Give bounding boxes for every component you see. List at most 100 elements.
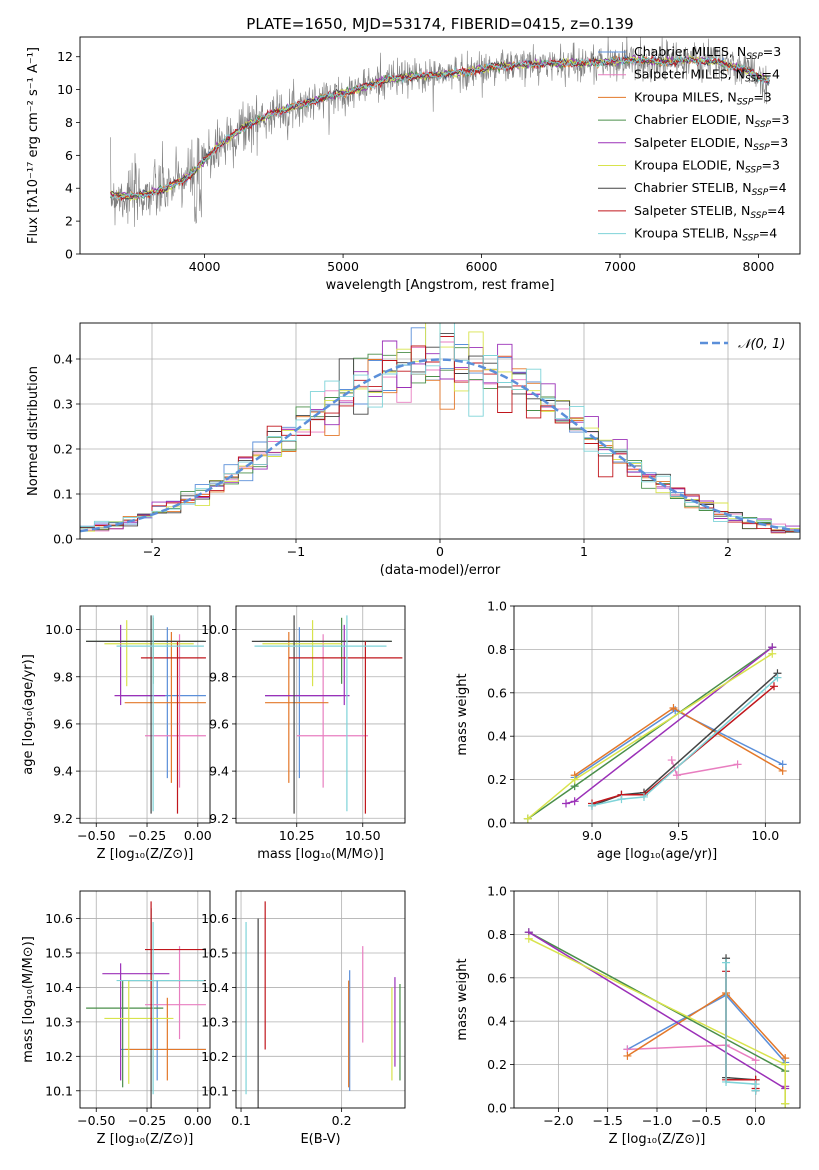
y-tick-label: 8 bbox=[65, 115, 73, 130]
x-tick-label: −0.50 bbox=[77, 1113, 115, 1128]
plot-area bbox=[236, 891, 405, 1108]
plot-area bbox=[236, 606, 405, 823]
plot-area bbox=[80, 323, 800, 539]
weight-marker bbox=[669, 703, 678, 712]
legend-entry: Kroupa STELIB, NSSP=4 bbox=[634, 226, 777, 244]
axes-weight-vs-Z: −2.0 −1.5 −1.0 −0.5 0.0 0.0 0.2 0.4 0.6 0.8 1.0 Z [… bbox=[455, 884, 801, 1147]
legend-subscript: SSP bbox=[745, 75, 762, 85]
weight-marker bbox=[778, 766, 787, 775]
y-tick-label: 10.6 bbox=[201, 911, 229, 926]
legend-count: =4 bbox=[762, 67, 780, 82]
x-tick-label: −2 bbox=[143, 544, 161, 559]
y-tick-label: 0.2 bbox=[487, 772, 507, 787]
legend-count: =4 bbox=[759, 226, 777, 241]
legend-count: =3 bbox=[771, 112, 789, 127]
x-tick-label: −0.50 bbox=[77, 828, 115, 843]
y-axis-label: mass [log₁₀(M/M⊙)] bbox=[21, 936, 36, 1063]
axes-frame bbox=[513, 890, 801, 1109]
x-tick-label: −1.0 bbox=[642, 1113, 672, 1128]
legend-entry: Salpeter ELODIE, NSSP=3 bbox=[634, 135, 788, 153]
y-tick-label: 9.6 bbox=[209, 716, 229, 731]
y-tick-label: 10.1 bbox=[201, 1083, 229, 1098]
legend-label: Chabrier STELIB, N bbox=[634, 180, 752, 195]
y-axis-label: Flux [fλ10⁻¹⁷ erg cm⁻² s⁻¹ A⁻¹] bbox=[26, 47, 41, 244]
y-tick-label: 1.0 bbox=[487, 599, 507, 614]
x-axis-label: Z [log₁₀(Z/Z⊙)] bbox=[97, 847, 194, 862]
weight-line bbox=[591, 672, 778, 807]
y-tick-label: 9.4 bbox=[209, 764, 229, 779]
weight-marker bbox=[640, 792, 648, 801]
legend-label: Chabrier MILES, N bbox=[634, 44, 746, 59]
y-axis-label: mass weight bbox=[455, 958, 470, 1040]
weight-marker bbox=[781, 1099, 790, 1108]
y-tick-label: 0.2 bbox=[53, 442, 73, 457]
plot-area bbox=[80, 891, 210, 1108]
x-tick-label: 10.50 bbox=[345, 828, 381, 843]
legend-count: =4 bbox=[768, 180, 786, 195]
legend-subscript: SSP bbox=[754, 120, 771, 130]
y-tick-label: 9.6 bbox=[53, 716, 73, 731]
y-tick-label: 10.1 bbox=[45, 1083, 73, 1098]
y-tick-label: 10.3 bbox=[45, 1014, 73, 1029]
y-tick-label: 10.0 bbox=[45, 622, 73, 637]
weight-line bbox=[725, 962, 757, 1091]
y-tick-label: 4 bbox=[65, 181, 73, 196]
legend-entry: Salpeter MILES, NSSP=4 bbox=[634, 67, 780, 85]
x-tick-label: 0 bbox=[436, 544, 444, 559]
axes-frame bbox=[79, 890, 211, 1109]
x-tick-label: −1.5 bbox=[593, 1113, 623, 1128]
axes-frame bbox=[235, 890, 406, 1109]
y-tick-label: 9.4 bbox=[53, 764, 73, 779]
y-tick-label: 1.0 bbox=[487, 884, 507, 899]
legend-subscript: SSP bbox=[742, 234, 759, 244]
x-tick-label: 1 bbox=[580, 544, 588, 559]
y-tick-label: 0.6 bbox=[487, 970, 507, 985]
chart-title: PLATE=1650, MJD=53174, FIBERID=0415, z=0… bbox=[246, 15, 633, 33]
weight-marker bbox=[523, 814, 532, 823]
legend-subscript: SSP bbox=[737, 97, 754, 107]
axes-age-vs-Z: −0.50 −0.25 0.00 9.2 9.4 9.6 9.8 10.0 Z [log₁₀(Z… bbox=[21, 605, 212, 862]
y-tick-label: 10.2 bbox=[45, 1049, 73, 1064]
axes-mass-vs-ebv: 0.1 0.2 10.1 10.2 10.3 10.4 10.5 10.6 E(B-V) bbox=[201, 890, 406, 1147]
legend-subscript: SSP bbox=[752, 188, 769, 198]
x-tick-label: −2.0 bbox=[543, 1113, 573, 1128]
x-tick-label: 0.00 bbox=[184, 1113, 212, 1128]
axes-frame bbox=[513, 605, 801, 824]
legend-entry: Kroupa ELODIE, NSSP=3 bbox=[634, 158, 780, 176]
weight-marker bbox=[770, 682, 778, 691]
y-tick-label: 9.8 bbox=[53, 669, 73, 684]
model-spectrum-line bbox=[110, 55, 770, 200]
x-tick-label: 10.0 bbox=[751, 828, 779, 843]
y-tick-label: 0.0 bbox=[487, 816, 507, 831]
legend-count: =3 bbox=[762, 158, 780, 173]
y-tick-label: 0.0 bbox=[53, 532, 73, 547]
x-tick-label: 10.25 bbox=[279, 828, 315, 843]
weight-marker bbox=[751, 1056, 760, 1065]
legend-entry: Chabrier STELIB, NSSP=4 bbox=[634, 180, 787, 198]
x-tick-label: 7000 bbox=[604, 259, 636, 274]
legend-subscript: SSP bbox=[745, 166, 762, 176]
y-tick-label: 12 bbox=[57, 49, 73, 64]
legend-label: Kroupa ELODIE, N bbox=[634, 158, 745, 173]
legend-label: Kroupa STELIB, N bbox=[634, 226, 742, 241]
weight-marker bbox=[617, 795, 626, 804]
y-tick-label: 10.0 bbox=[201, 622, 229, 637]
y-tick-label: 10.5 bbox=[45, 946, 73, 961]
legend-entry: Kroupa MILES, NSSP=3 bbox=[634, 89, 772, 107]
legend-count: =3 bbox=[763, 44, 781, 59]
y-tick-label: 0.1 bbox=[53, 487, 73, 502]
plot-area bbox=[514, 891, 800, 1108]
legend-entry: Chabrier ELODIE, NSSP=3 bbox=[634, 112, 789, 130]
weight-marker bbox=[751, 1086, 760, 1095]
legend-label: Chabrier ELODIE, N bbox=[634, 112, 754, 127]
y-tick-label: 0.4 bbox=[53, 352, 73, 367]
weight-marker bbox=[667, 756, 676, 765]
weight-line bbox=[565, 646, 773, 805]
model-spectrum-line bbox=[110, 54, 770, 202]
x-tick-label: 9.5 bbox=[669, 828, 689, 843]
legend: 𝒩(0, 1) bbox=[700, 337, 785, 352]
weight-marker bbox=[773, 673, 782, 682]
weight-marker bbox=[570, 797, 579, 806]
